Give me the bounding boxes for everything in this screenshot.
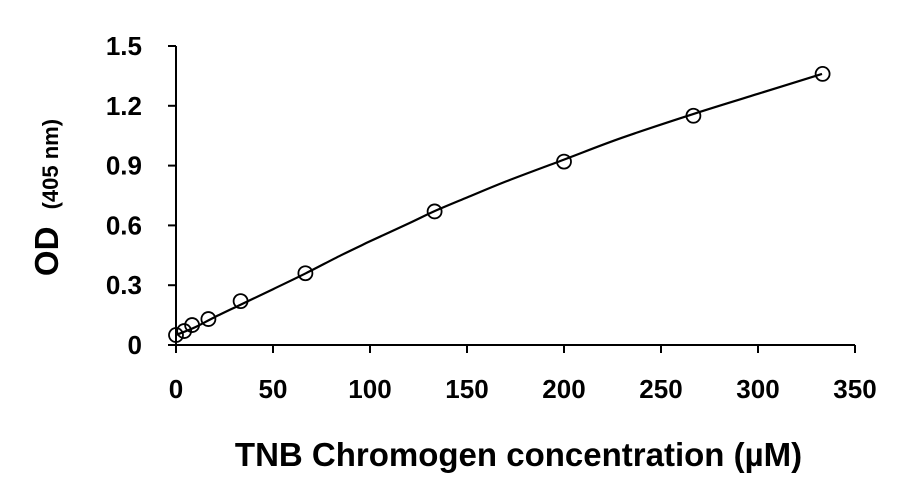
- data-point: [426, 203, 443, 220]
- x-tick-label: 200: [542, 374, 585, 404]
- y-tick-label: 0.3: [106, 270, 142, 300]
- data-point: [232, 293, 249, 310]
- x-tick-label: 50: [259, 374, 288, 404]
- x-tick-label: 350: [833, 374, 876, 404]
- y-tick-label: 1.2: [106, 91, 142, 121]
- y-tick-label: 0: [128, 330, 142, 360]
- data-point: [200, 311, 217, 327]
- x-tick-label: 150: [445, 374, 488, 404]
- x-tick-label: 300: [736, 374, 779, 404]
- y-axis-title: OD (405 nm): [28, 119, 65, 276]
- data-point: [184, 317, 201, 333]
- y-ticks: 0 0.3 0.6 0.9 1.2 1.5: [106, 31, 176, 360]
- data-point: [814, 66, 831, 82]
- y-axis-title-unit: (405 nm): [38, 119, 63, 209]
- y-axis-title-main: OD: [28, 227, 65, 277]
- y-tick-label: 0.6: [106, 210, 142, 240]
- data-point: [556, 153, 572, 170]
- data-point: [685, 107, 702, 124]
- data-point: [176, 323, 193, 339]
- data-point: [297, 265, 314, 282]
- y-tick-label: 1.5: [106, 31, 142, 61]
- y-tick-label: 0.9: [106, 151, 142, 181]
- fit-line: [175, 72, 823, 337]
- x-tick-label: 100: [348, 374, 391, 404]
- data-point: [168, 327, 184, 343]
- data-markers: [168, 66, 831, 343]
- x-tick-label: 0: [169, 374, 183, 404]
- x-ticks: 0 50 100 150 200 250 300 350: [169, 345, 877, 404]
- x-tick-label: 250: [639, 374, 682, 404]
- axes: [175, 46, 855, 346]
- x-axis-title: TNB Chromogen concentration (µM): [235, 436, 802, 473]
